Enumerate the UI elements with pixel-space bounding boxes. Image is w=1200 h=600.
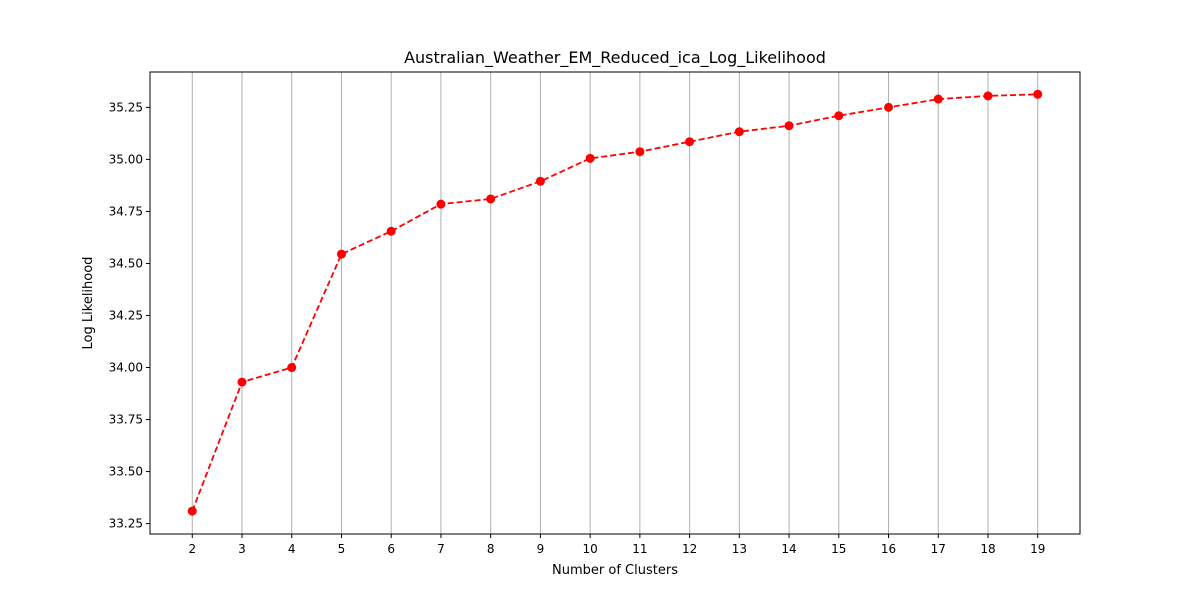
y-tick-label: 33.25 xyxy=(109,517,143,531)
y-axis-ticks: 33.25 33.50 33.75 34.00 34.25 34.50 34.75 35.00… xyxy=(109,100,150,531)
x-tick-label: 5 xyxy=(338,542,346,556)
x-tick-label: 10 xyxy=(582,542,597,556)
data-point xyxy=(535,176,545,186)
data-point xyxy=(237,377,247,387)
y-tick-label: 33.50 xyxy=(109,465,143,479)
data-point xyxy=(386,226,396,236)
y-tick-label: 34.25 xyxy=(109,308,143,322)
series xyxy=(187,89,1043,516)
data-point xyxy=(635,147,645,157)
x-tick-label: 13 xyxy=(732,542,747,556)
y-tick-label: 34.00 xyxy=(109,361,143,375)
y-tick-label: 33.75 xyxy=(109,413,143,427)
plot-frame xyxy=(149,71,1081,535)
x-tick-label: 2 xyxy=(188,542,196,556)
series-line xyxy=(191,93,1038,512)
data-point xyxy=(784,121,794,131)
y-tick-label: 35.00 xyxy=(109,152,143,166)
data-point xyxy=(685,137,695,147)
grid xyxy=(191,72,1039,534)
data-point xyxy=(436,199,446,209)
data-point xyxy=(1033,89,1043,99)
x-tick-label: 17 xyxy=(931,542,946,556)
x-tick-label: 18 xyxy=(980,542,995,556)
x-tick-label: 12 xyxy=(682,542,697,556)
data-point xyxy=(336,249,346,259)
data-point xyxy=(884,102,894,112)
chart-title: Australian_Weather_EM_Reduced_ica_Log_Li… xyxy=(404,48,826,68)
x-tick-label: 8 xyxy=(487,542,495,556)
x-tick-label: 11 xyxy=(632,542,647,556)
data-point xyxy=(486,194,496,204)
y-axis-label: Log Likelihood xyxy=(81,257,96,350)
x-tick-label: 9 xyxy=(537,542,545,556)
data-point xyxy=(933,94,943,104)
x-tick-label: 6 xyxy=(387,542,395,556)
x-tick-label: 16 xyxy=(881,542,896,556)
data-point xyxy=(187,506,197,516)
x-tick-label: 4 xyxy=(288,542,296,556)
data-point xyxy=(585,153,595,163)
x-tick-label: 15 xyxy=(831,542,846,556)
x-tick-label: 7 xyxy=(437,542,445,556)
x-tick-label: 19 xyxy=(1030,542,1045,556)
data-point xyxy=(983,91,993,101)
data-point xyxy=(287,363,297,373)
x-tick-label: 14 xyxy=(781,542,796,556)
x-axis-label: Number of Clusters xyxy=(552,563,678,578)
y-tick-label: 34.50 xyxy=(109,256,143,270)
x-tick-label: 3 xyxy=(238,542,246,556)
y-tick-label: 35.25 xyxy=(109,100,143,114)
data-point xyxy=(834,111,844,121)
data-point xyxy=(734,127,744,137)
y-tick-label: 34.75 xyxy=(109,204,143,218)
x-axis-ticks: 2 3 4 5 6 7 8 9 10 11 12 13 14 15 16 17 18 19 xyxy=(188,534,1045,556)
